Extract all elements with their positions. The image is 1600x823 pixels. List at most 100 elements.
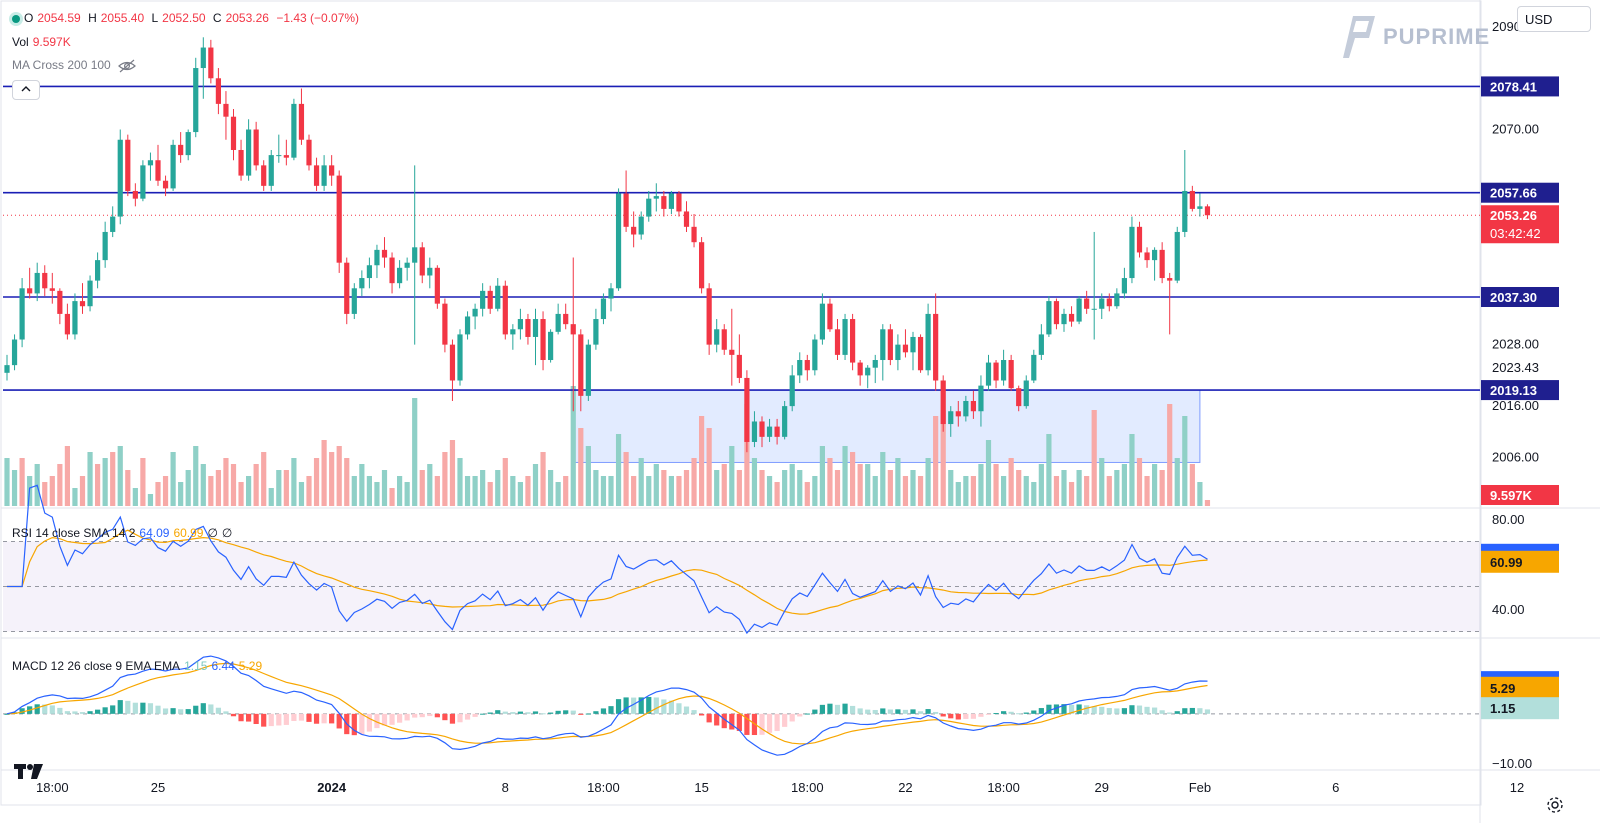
macd-histogram-bar [729, 713, 735, 730]
time-tick-label: 18:00 [987, 780, 1020, 795]
candle-body [1076, 298, 1082, 322]
candle-body [1099, 298, 1105, 309]
volume-bar [925, 458, 931, 506]
volume-bar [646, 476, 652, 506]
macd-histogram-bar [449, 713, 456, 724]
volume-bar [336, 446, 342, 506]
macd-histogram-bar [683, 706, 690, 714]
volume-bar [1136, 458, 1143, 506]
macd-histogram-bar [834, 704, 841, 714]
candle-body [298, 103, 305, 140]
candle-body [495, 285, 501, 309]
rsi-sma-line [7, 529, 1208, 615]
macd-histogram-bar [185, 709, 191, 714]
macd-histogram-bar [1189, 707, 1195, 714]
macd-histogram-bar [548, 712, 554, 714]
candle-body [948, 411, 954, 425]
volume-badge: 9.597K [1490, 488, 1533, 503]
macd-histogram-bar [714, 713, 720, 726]
candle-body [34, 272, 40, 294]
candle-body [185, 132, 191, 156]
candle-body [902, 344, 909, 353]
candle-body [487, 290, 493, 309]
support-zone-box [572, 389, 1201, 463]
macd-histogram-bar [940, 713, 946, 717]
volume-bar [1167, 404, 1173, 506]
candle-body [147, 160, 154, 166]
candle-body [321, 165, 327, 186]
candle-body [970, 400, 976, 412]
macd-histogram-bar [4, 713, 10, 715]
currency-selector[interactable]: USD [1517, 6, 1591, 32]
volume-bar [570, 386, 576, 506]
volume-bar [42, 482, 48, 506]
volume-bar [1106, 476, 1112, 506]
candle-body [117, 139, 123, 217]
macd-histogram-bar [79, 712, 86, 714]
candle-body [955, 411, 961, 417]
macd-histogram-bar [464, 713, 471, 720]
candle-body [261, 165, 267, 186]
candle-body [464, 316, 471, 335]
candle-body [125, 139, 131, 191]
collapse-legend-button[interactable] [12, 80, 40, 100]
level-price-badge-bg [1481, 76, 1559, 97]
volume-bar [827, 458, 833, 506]
volume-bar [933, 416, 939, 506]
macd-histogram-bar [472, 713, 478, 717]
volume-bar [434, 476, 440, 506]
candle-body [246, 129, 252, 176]
ma-legend[interactable]: MA Cross 200 100 [12, 58, 136, 73]
macd-histogram-bar [789, 713, 795, 722]
volume-bar [819, 446, 825, 506]
time-tick-label: 25 [151, 780, 165, 795]
volume-bar [774, 482, 780, 506]
volume-bar [64, 446, 70, 506]
macd-histogram-bar [842, 703, 848, 714]
candle-body [79, 301, 86, 307]
chevron-up-icon [21, 86, 31, 92]
macd-histogram-bar [525, 712, 531, 714]
price-tick-label: 2006.00 [1492, 449, 1539, 464]
volume-bar [714, 470, 720, 506]
candle-body [623, 193, 629, 227]
volume-bar [1008, 458, 1014, 506]
volume-bar [578, 428, 584, 506]
open-label: O [24, 11, 34, 25]
macd-histogram-bar [95, 709, 101, 714]
macd-histogram-bar [49, 705, 55, 714]
candle-body [480, 290, 486, 309]
candle-body [540, 319, 546, 361]
macd-histogram-bar [140, 702, 146, 714]
volume-bar [19, 458, 25, 506]
eye-hidden-icon[interactable] [118, 59, 136, 73]
settings-gear-icon[interactable] [1545, 795, 1565, 815]
macd-histogram-bar [600, 708, 607, 714]
macd-histogram-bar [110, 705, 116, 714]
candle-body [804, 360, 810, 371]
macd-histogram-bar [955, 713, 961, 720]
time-tick-label: Feb [1189, 780, 1211, 795]
macd-histogram-bar [819, 704, 825, 714]
volume-bar [268, 488, 274, 506]
volume-bar [963, 476, 969, 506]
macd-label: MACD 12 26 close 9 EMA EMA [12, 659, 181, 673]
macd-histogram-bar [480, 713, 486, 715]
volume-bar [1053, 476, 1060, 506]
candle-body [178, 144, 184, 156]
macd-histogram-bar [1174, 711, 1180, 714]
macd-histogram-bar [948, 713, 954, 719]
candle-body [895, 344, 901, 361]
macd-histogram-bar [887, 709, 893, 714]
candle-body [910, 336, 916, 353]
candle-body [283, 155, 289, 158]
volume-bar [744, 404, 750, 506]
candle-body [721, 329, 727, 350]
candle-body [842, 319, 848, 355]
candle-body [329, 165, 335, 176]
volume-bar [978, 464, 984, 506]
volume-bar [404, 482, 410, 506]
volume-bar [427, 464, 433, 506]
candle-body [532, 319, 539, 337]
